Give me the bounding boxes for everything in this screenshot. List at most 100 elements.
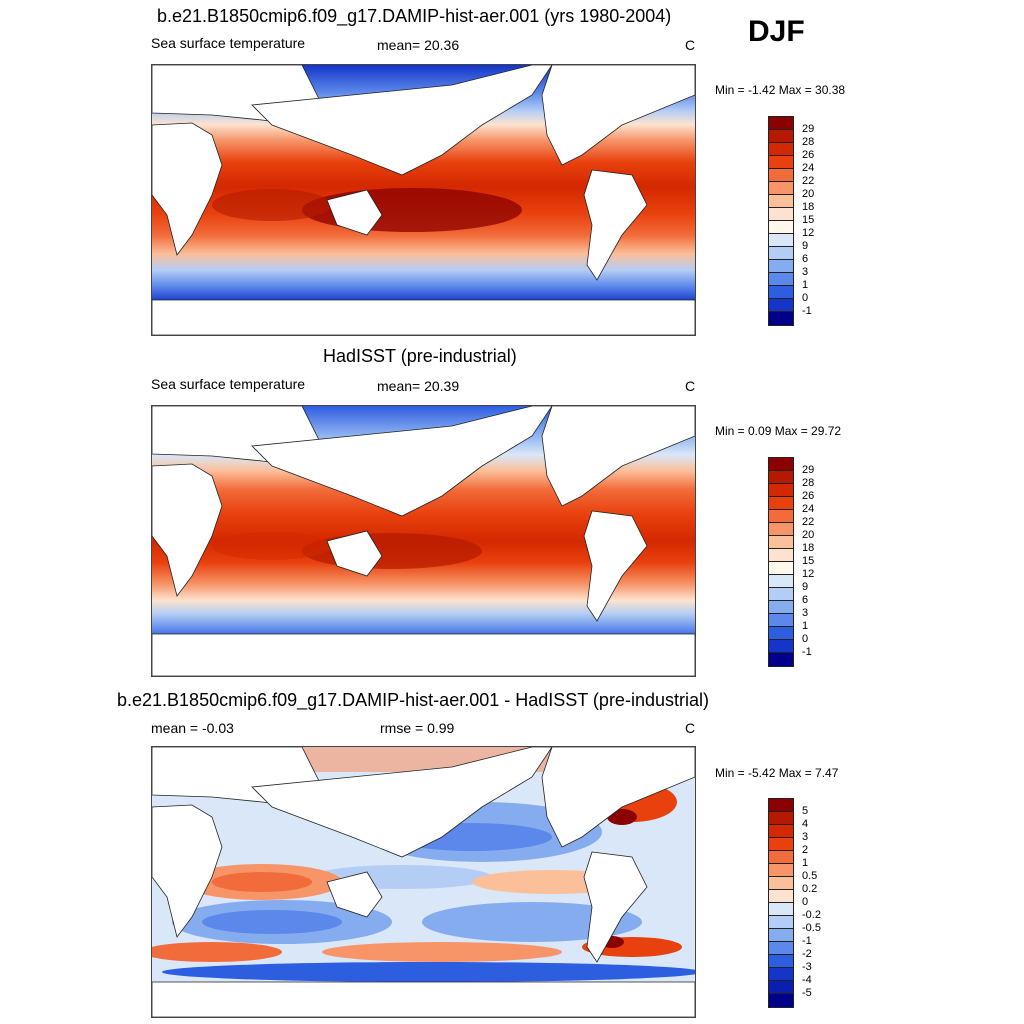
panel3-map (151, 746, 696, 1018)
colorbar-swatch (769, 799, 793, 812)
colorbar-label: 3 (802, 831, 809, 843)
panel3-minmax: Min = -5.42 Max = 7.47 (715, 766, 839, 780)
colorbar-swatch (769, 549, 793, 562)
colorbar-swatch (769, 614, 793, 627)
colorbar-label: 3 (802, 266, 809, 278)
colorbar-swatch (769, 825, 793, 838)
panel2-map (151, 405, 696, 677)
colorbar-swatch (769, 156, 793, 169)
season-label: DJF (748, 15, 805, 48)
colorbar-swatch (769, 838, 793, 851)
colorbar-label: 18 (802, 542, 815, 554)
colorbar-label: 22 (802, 175, 815, 187)
colorbar-label: 28 (802, 477, 815, 489)
colorbar-label: 0 (802, 633, 809, 645)
colorbar-label: 0.5 (802, 870, 818, 882)
colorbar-swatch (769, 471, 793, 484)
colorbar-label: 15 (802, 214, 815, 226)
colorbar-label: 0.2 (802, 883, 818, 895)
panel1-mean: mean= 20.36 (377, 37, 460, 53)
colorbar-swatch (769, 601, 793, 614)
panel2-colorbar (768, 457, 794, 667)
colorbar-swatch (769, 588, 793, 601)
panel2-variable-label: Sea surface temperature (151, 376, 306, 392)
colorbar-swatch (769, 929, 793, 942)
colorbar-label: -4 (802, 974, 812, 986)
colorbar-label: 6 (802, 594, 809, 606)
colorbar-swatch (769, 247, 793, 260)
colorbar-label: -1 (802, 646, 812, 658)
colorbar-swatch (769, 312, 793, 325)
panel3-title: b.e21.B1850cmip6.f09_g17.DAMIP-hist-aer.… (117, 690, 709, 710)
colorbar-label: 6 (802, 253, 809, 265)
panel3-colorbar (768, 798, 794, 1008)
panel2-title: HadISST (pre-industrial) (323, 346, 517, 366)
colorbar-swatch (769, 903, 793, 916)
colorbar-label: 0 (802, 292, 809, 304)
colorbar-swatch (769, 273, 793, 286)
colorbar-swatch (769, 562, 793, 575)
colorbar-swatch (769, 510, 793, 523)
colorbar-swatch (769, 143, 793, 156)
colorbar-swatch (769, 286, 793, 299)
colorbar-label: 0 (802, 896, 809, 908)
colorbar-label: 29 (802, 464, 815, 476)
colorbar-label: 5 (802, 805, 809, 817)
colorbar-label: 1 (802, 620, 809, 632)
colorbar-swatch (769, 812, 793, 825)
colorbar-label: 20 (802, 188, 815, 200)
colorbar-label: 12 (802, 568, 815, 580)
colorbar-swatch (769, 994, 793, 1007)
colorbar-label: 26 (802, 149, 815, 161)
colorbar-swatch (769, 851, 793, 864)
colorbar-swatch (769, 890, 793, 903)
colorbar-label: 24 (802, 162, 815, 174)
colorbar-swatch (769, 260, 793, 273)
panel2-units: C (685, 378, 696, 394)
colorbar-label: -0.2 (802, 909, 821, 921)
colorbar-label: -1 (802, 305, 812, 317)
panel1-minmax: Min = -1.42 Max = 30.38 (715, 83, 846, 97)
colorbar-label: 9 (802, 240, 809, 252)
colorbar-swatch (769, 968, 793, 981)
panel1-colorbar (768, 116, 794, 326)
panel2-minmax: Min = 0.09 Max = 29.72 (715, 424, 842, 438)
colorbar-label: 9 (802, 581, 809, 593)
colorbar-swatch (769, 130, 793, 143)
colorbar-swatch (769, 234, 793, 247)
colorbar-label: 1 (802, 279, 809, 291)
panel1-variable-label: Sea surface temperature (151, 35, 306, 51)
panel2-mean: mean= 20.39 (377, 378, 460, 394)
colorbar-swatch (769, 627, 793, 640)
colorbar-label: -0.5 (802, 922, 821, 934)
colorbar-swatch (769, 640, 793, 653)
colorbar-label: -1 (802, 935, 812, 947)
colorbar-swatch (769, 523, 793, 536)
colorbar-label: 1 (802, 857, 809, 869)
colorbar-swatch (769, 299, 793, 312)
colorbar-label: 2 (802, 844, 809, 856)
colorbar-label: 22 (802, 516, 815, 528)
panel1-title: b.e21.B1850cmip6.f09_g17.DAMIP-hist-aer.… (157, 6, 672, 26)
colorbar-swatch (769, 955, 793, 968)
colorbar-swatch (769, 208, 793, 221)
colorbar-swatch (769, 877, 793, 890)
colorbar-swatch (769, 169, 793, 182)
panel3-units: C (685, 720, 696, 736)
colorbar-label: -2 (802, 948, 812, 960)
colorbar-swatch (769, 221, 793, 234)
colorbar-swatch (769, 981, 793, 994)
colorbar-swatch (769, 117, 793, 130)
colorbar-label: 15 (802, 555, 815, 567)
colorbar-swatch (769, 195, 793, 208)
colorbar-swatch (769, 575, 793, 588)
colorbar-label: -5 (802, 987, 812, 999)
colorbar-label: -3 (802, 961, 812, 973)
colorbar-label: 24 (802, 503, 815, 515)
colorbar-label: 29 (802, 123, 815, 135)
panel3-mean: mean = -0.03 (151, 720, 234, 736)
panel1-map (151, 64, 696, 336)
colorbar-swatch (769, 916, 793, 929)
colorbar-swatch (769, 484, 793, 497)
colorbar-swatch (769, 182, 793, 195)
